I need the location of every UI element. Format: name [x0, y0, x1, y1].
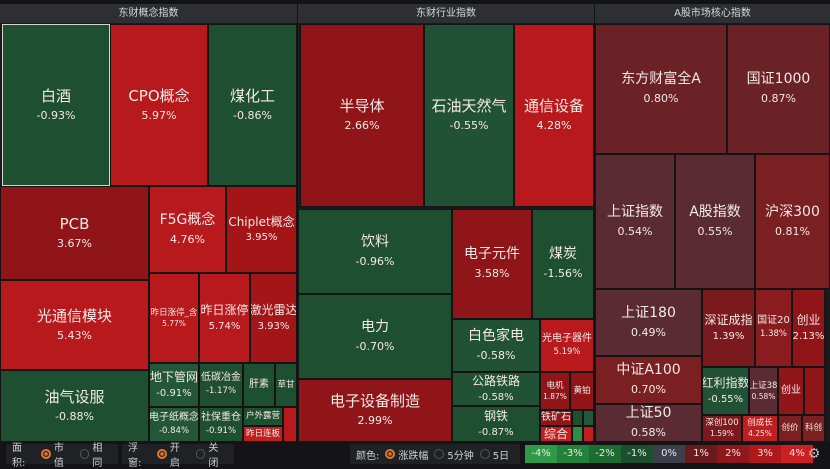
radio-selected-icon: [157, 449, 167, 459]
treemap-cell[interactable]: 油气设服 -0.88%: [0, 370, 149, 442]
panel-title: 东财行业指数: [298, 4, 594, 23]
treemap-cell[interactable]: 昨日连板: [243, 426, 283, 442]
treemap-cell[interactable]: 科创: [802, 415, 825, 442]
treemap-cell[interactable]: 上证指数 0.54%: [595, 154, 675, 289]
float-window-group: 浮窗: 开启 关闭: [122, 443, 234, 469]
treemap-cell[interactable]: 光电子器件 5.19%: [540, 319, 594, 372]
treemap-cell[interactable]: 创业 2.13%: [792, 289, 825, 367]
treemap-cell[interactable]: 电子纸概念 -0.84%: [149, 407, 199, 442]
treemap-cell[interactable]: 上证50 0.58%: [595, 404, 702, 442]
treemap-cell[interactable]: 沪深300 0.81%: [755, 154, 830, 289]
treemap-cell[interactable]: 东方财富全A 0.80%: [595, 24, 727, 154]
panel-core-index: A股市场核心指数 东方财富全A 0.80% 国证1000 0.87% 上证指数 0.5…: [595, 4, 830, 442]
treemap-cell[interactable]: 低碳冶金 -1.17%: [199, 363, 243, 407]
float-option-on[interactable]: 开启: [157, 439, 190, 469]
treemap-cell[interactable]: 中证A100 0.70%: [595, 356, 702, 404]
legend-swatch: 2%: [717, 445, 749, 463]
treemap-cell[interactable]: 深证成指 1.39%: [702, 289, 755, 367]
treemap-cell[interactable]: [583, 410, 594, 426]
radio-unselected-icon: [434, 449, 445, 459]
area-option-equal[interactable]: 相同: [79, 439, 113, 469]
treemap-cell[interactable]: 石油天然气 -0.55%: [424, 24, 514, 207]
panel-concept-index: 东财概念指数 白酒 -0.93% CPO概念 5.97% 煤化工 -0.86% PCB…: [0, 4, 297, 442]
treemap-cell[interactable]: 白酒 -0.93%: [2, 24, 110, 186]
treemap-cell[interactable]: 地下管网 -0.91%: [149, 363, 199, 407]
color-option-5min[interactable]: 5分钟: [434, 447, 474, 462]
radio-unselected-icon: [195, 449, 206, 459]
treemap-cell[interactable]: 综合: [540, 426, 572, 442]
treemap-cell[interactable]: [283, 407, 297, 442]
legend-swatch: -2%: [589, 445, 621, 463]
treemap-cell[interactable]: 创成长 4.25%: [742, 415, 778, 442]
treemap-cell[interactable]: 煤炭 -1.56%: [532, 209, 594, 319]
treemap-cell[interactable]: 昨日涨停_含 5.77%: [149, 273, 199, 363]
radio-selected-icon: [385, 449, 396, 459]
treemap-cell[interactable]: 户外露营: [243, 407, 283, 426]
treemap-cell[interactable]: 国证20 1.38%: [755, 289, 792, 367]
treemap-cell[interactable]: 白色家电 -0.58%: [452, 319, 540, 372]
treemap-cell[interactable]: 国证1000 0.87%: [727, 24, 830, 154]
treemap-cell[interactable]: 创业: [778, 367, 804, 415]
legend-swatch: 3%: [749, 445, 781, 463]
color-option-5day[interactable]: 5日: [479, 447, 509, 462]
radio-unselected-icon: [479, 449, 490, 459]
legend-swatch: -4%: [525, 445, 557, 463]
treemap-cell[interactable]: 深创100 1.59%: [702, 415, 742, 442]
treemap-cell[interactable]: 肝素: [243, 363, 275, 407]
area-option-market-cap[interactable]: 市值: [41, 439, 74, 469]
area-label: 面积:: [12, 443, 26, 469]
color-option-change[interactable]: 涨跌幅: [385, 447, 428, 462]
treemap-cell[interactable]: 钢铁 -0.87%: [452, 406, 540, 442]
footer-controls: 面积: 市值 相同 浮窗: 开启 关闭 颜色: 涨跌幅 5分钟 5日 -4% -…: [0, 442, 830, 469]
area-mode-group: 面积: 市值 相同: [6, 443, 118, 469]
color-label: 颜色:: [356, 450, 380, 462]
float-label: 浮窗:: [128, 443, 142, 469]
panel-title: A股市场核心指数: [595, 4, 830, 23]
treemap-cell[interactable]: 上证180 0.49%: [595, 289, 702, 356]
settings-gear-icon[interactable]: ⚙: [807, 446, 821, 462]
float-option-off[interactable]: 关闭: [195, 439, 229, 469]
legend-swatch: -3%: [557, 445, 589, 463]
treemap-cell[interactable]: 草甘: [275, 363, 297, 407]
treemap-cell[interactable]: CPO概念 5.97%: [110, 24, 208, 186]
legend-swatch: 4%: [781, 445, 813, 463]
panel-title: 东财概念指数: [0, 4, 297, 23]
treemap-cell[interactable]: [572, 426, 583, 442]
treemap-cell[interactable]: 昨日涨停 5.74%: [199, 273, 250, 363]
color-scale-legend: -4% -3% -2% -1% 0% 1% 2% 3% 4%: [525, 445, 813, 463]
treemap-cell[interactable]: 黄铂: [570, 372, 594, 410]
treemap-cell[interactable]: 创价: [778, 415, 802, 442]
treemap-cell[interactable]: 上证38 0.58%: [749, 367, 778, 415]
legend-swatch: 1%: [685, 445, 717, 463]
color-mode-group: 颜色: 涨跌幅 5分钟 5日: [350, 444, 520, 464]
treemap-cell[interactable]: [572, 410, 583, 426]
treemap-cell[interactable]: A股指数 0.55%: [675, 154, 755, 289]
treemap-cell[interactable]: 通信设备 4.28%: [514, 24, 594, 207]
legend-swatch: 0%: [653, 445, 685, 463]
treemap-cell[interactable]: 电子设备制造 2.99%: [298, 379, 452, 442]
treemap-cell[interactable]: PCB 3.67%: [0, 186, 149, 280]
treemap-cell[interactable]: [804, 367, 825, 415]
treemap-cell[interactable]: 半导体 2.66%: [300, 24, 424, 207]
treemap-cell[interactable]: [583, 426, 594, 442]
treemap-cell[interactable]: 社保重仓 -0.91%: [199, 407, 243, 442]
radio-selected-icon: [41, 449, 51, 459]
panel-industry-index: 东财行业指数 半导体 2.66% 石油天然气 -0.55% 通信设备 4.28% 饮料…: [298, 4, 594, 442]
treemap-cell[interactable]: Chiplet概念 3.95%: [226, 186, 297, 273]
treemap-cell[interactable]: 电子元件 3.58%: [452, 209, 532, 319]
treemap-cell[interactable]: 激光雷达 3.93%: [250, 273, 297, 363]
treemap-cell[interactable]: 电机 1.87%: [540, 372, 570, 410]
treemap-cell[interactable]: F5G概念 4.76%: [149, 186, 226, 273]
treemap-cell[interactable]: 电力 -0.70%: [298, 294, 452, 379]
radio-unselected-icon: [79, 449, 90, 459]
treemap-cell[interactable]: 光通信模块 5.43%: [0, 280, 149, 370]
treemap-cell[interactable]: 公路铁路 -0.58%: [452, 372, 540, 406]
treemap-cell[interactable]: 煤化工 -0.86%: [208, 24, 297, 186]
treemap-cell[interactable]: 红利指数 -0.55%: [702, 367, 749, 415]
treemap-cell[interactable]: 饮料 -0.96%: [298, 209, 452, 294]
treemap-cell[interactable]: 铁矿石: [540, 410, 572, 426]
legend-swatch: -1%: [621, 445, 653, 463]
